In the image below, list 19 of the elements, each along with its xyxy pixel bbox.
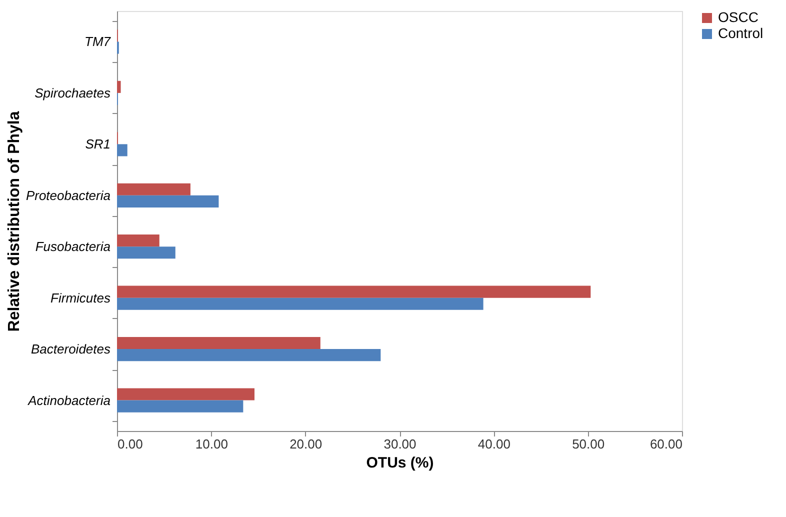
x-tick-label: 10.00	[195, 436, 228, 452]
x-tick-label: 60.00	[650, 436, 682, 452]
legend-label: Control	[718, 25, 764, 41]
x-tick-label: 30.00	[384, 436, 416, 452]
y-tick-label: Firmicutes	[50, 290, 111, 306]
y-axis-title: Relative distribution of Phyla	[6, 111, 23, 332]
legend-label: OSCC	[718, 9, 758, 25]
x-tick-label: 20.00	[290, 436, 322, 452]
x-tick-label: 50.00	[572, 436, 605, 452]
y-tick-label: Actinobacteria	[27, 392, 110, 408]
y-tick-label: TM7	[84, 34, 112, 50]
y-tick-label: Proteobacteria	[26, 188, 110, 203]
x-tick-label: 40.00	[478, 436, 510, 452]
x-tick-label: 0.00	[118, 436, 143, 452]
x-axis-title: OTUs (%)	[366, 454, 434, 472]
y-tick-label: Spirochaetes	[34, 85, 111, 100]
y-tick-label: Fusobacteria	[35, 239, 110, 254]
y-tick-label: SR1	[85, 136, 110, 152]
y-tick-label: Bacteroidetes	[31, 342, 111, 357]
